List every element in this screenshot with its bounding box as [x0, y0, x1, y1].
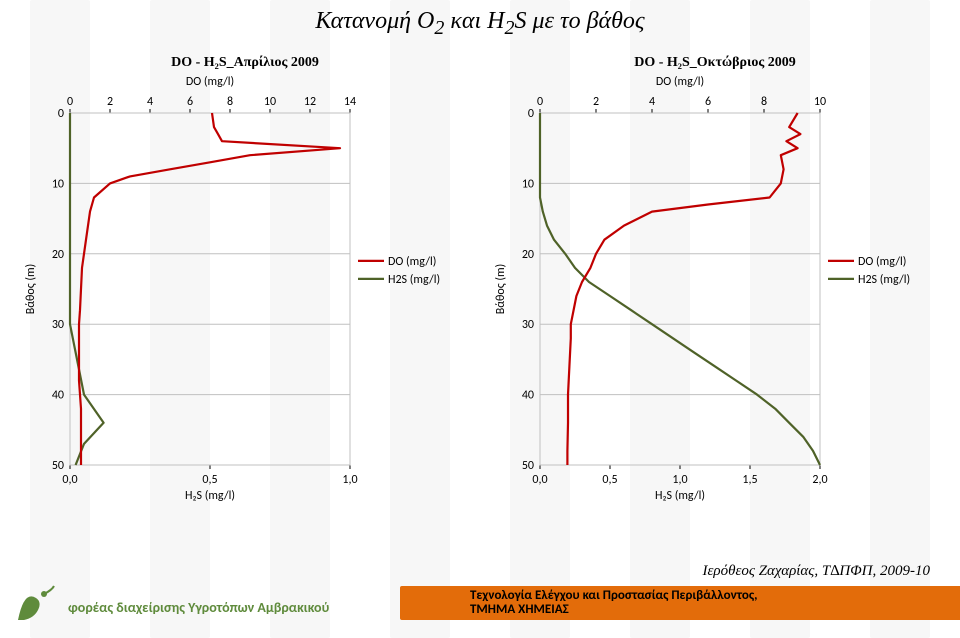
svg-text:0,5: 0,5: [602, 473, 617, 487]
svg-text:Βάθος (m): Βάθος (m): [494, 264, 508, 315]
svg-text:0: 0: [528, 107, 534, 121]
svg-text:1,5: 1,5: [742, 473, 757, 487]
org-name: φορέας διαχείρισης Υγροτόπων Αμβρακικού: [68, 599, 329, 616]
svg-text:0: 0: [58, 107, 64, 121]
credit-text: Ιερόθεος Ζαχαρίας, Τ∆ΠΦΠ, 2009-10: [702, 563, 930, 580]
chart-row: DO - H₂S_Απρίλιος 2009 DO (mg/l) 0 2 4 6 8 10 1…: [20, 55, 940, 525]
svg-text:0,0: 0,0: [62, 473, 77, 487]
svg-text:0,0: 0,0: [532, 473, 547, 487]
svg-text:2: 2: [107, 95, 113, 109]
svg-text:8: 8: [227, 95, 233, 109]
dept-line1: Τεχνολογία Ελέγχου και Προστασίας Περιβά…: [470, 589, 960, 603]
svg-text:30: 30: [52, 318, 64, 332]
svg-text:1,0: 1,0: [672, 473, 687, 487]
svg-text:DO (mg/l): DO (mg/l): [656, 75, 704, 89]
slide-title: Κατανομή Ο2 και H2S με το βάθος: [0, 8, 960, 40]
svg-text:10: 10: [522, 177, 534, 191]
chart2-svg: DO (mg/l) 0 2 4 6 8 10 0 10 20 30 40 50 Βάθος (m) 0,0 0…: [490, 71, 940, 511]
svg-text:DO (mg/l): DO (mg/l): [858, 255, 906, 269]
svg-text:2: 2: [593, 95, 599, 109]
svg-text:8: 8: [761, 95, 767, 109]
svg-text:40: 40: [52, 389, 64, 403]
svg-text:0: 0: [67, 95, 73, 109]
svg-text:DO (mg/l): DO (mg/l): [388, 255, 436, 269]
svg-text:H₂S (mg/l): H₂S (mg/l): [185, 489, 235, 503]
svg-text:10: 10: [52, 177, 64, 191]
svg-text:14: 14: [344, 95, 356, 109]
svg-text:10: 10: [814, 95, 826, 109]
svg-text:Βάθος (m): Βάθος (m): [24, 264, 38, 315]
chart-april: DO - H₂S_Απρίλιος 2009 DO (mg/l) 0 2 4 6 8 10 1…: [20, 55, 470, 525]
title-text: Κατανομή Ο2 και H2S με το βάθος: [315, 8, 644, 34]
svg-text:4: 4: [649, 95, 655, 109]
svg-text:0,5: 0,5: [202, 473, 217, 487]
dept-bar: Τεχνολογία Ελέγχου και Προστασίας Περιβά…: [400, 586, 960, 620]
chart1-svg: DO (mg/l) 0 2 4 6 8 10 12 14 0 10 20 30 40 50 Βάθος (m)…: [20, 71, 470, 511]
chart1-title: DO - H₂S_Απρίλιος 2009: [20, 55, 470, 71]
svg-text:1,0: 1,0: [342, 473, 357, 487]
svg-text:20: 20: [522, 248, 534, 262]
svg-text:50: 50: [522, 459, 534, 473]
svg-text:30: 30: [522, 318, 534, 332]
svg-text:2,0: 2,0: [812, 473, 827, 487]
chart-october: DO - H₂S_Οκτώβριος 2009 DO (mg/l) 0 2 4 6 8 10…: [490, 55, 940, 525]
svg-text:H2S (mg/l): H2S (mg/l): [388, 273, 440, 287]
logo-icon: [14, 580, 58, 624]
svg-text:6: 6: [705, 95, 711, 109]
svg-text:6: 6: [187, 95, 193, 109]
footer: Ιερόθεος Ζαχαρίας, Τ∆ΠΦΠ, 2009-10 Τεχνολ…: [0, 558, 960, 638]
svg-text:12: 12: [304, 95, 316, 109]
svg-text:20: 20: [52, 248, 64, 262]
svg-text:DO (mg/l): DO (mg/l): [186, 75, 234, 89]
svg-text:4: 4: [147, 95, 153, 109]
svg-text:0: 0: [537, 95, 543, 109]
svg-text:40: 40: [522, 389, 534, 403]
dept-line2: ΤΜΗΜΑ ΧΗΜΕΙΑΣ: [470, 603, 960, 617]
svg-text:H₂S (mg/l): H₂S (mg/l): [655, 489, 705, 503]
svg-text:10: 10: [264, 95, 276, 109]
svg-text:50: 50: [52, 459, 64, 473]
chart2-title: DO - H₂S_Οκτώβριος 2009: [490, 55, 940, 71]
svg-text:H2S (mg/l): H2S (mg/l): [858, 273, 910, 287]
